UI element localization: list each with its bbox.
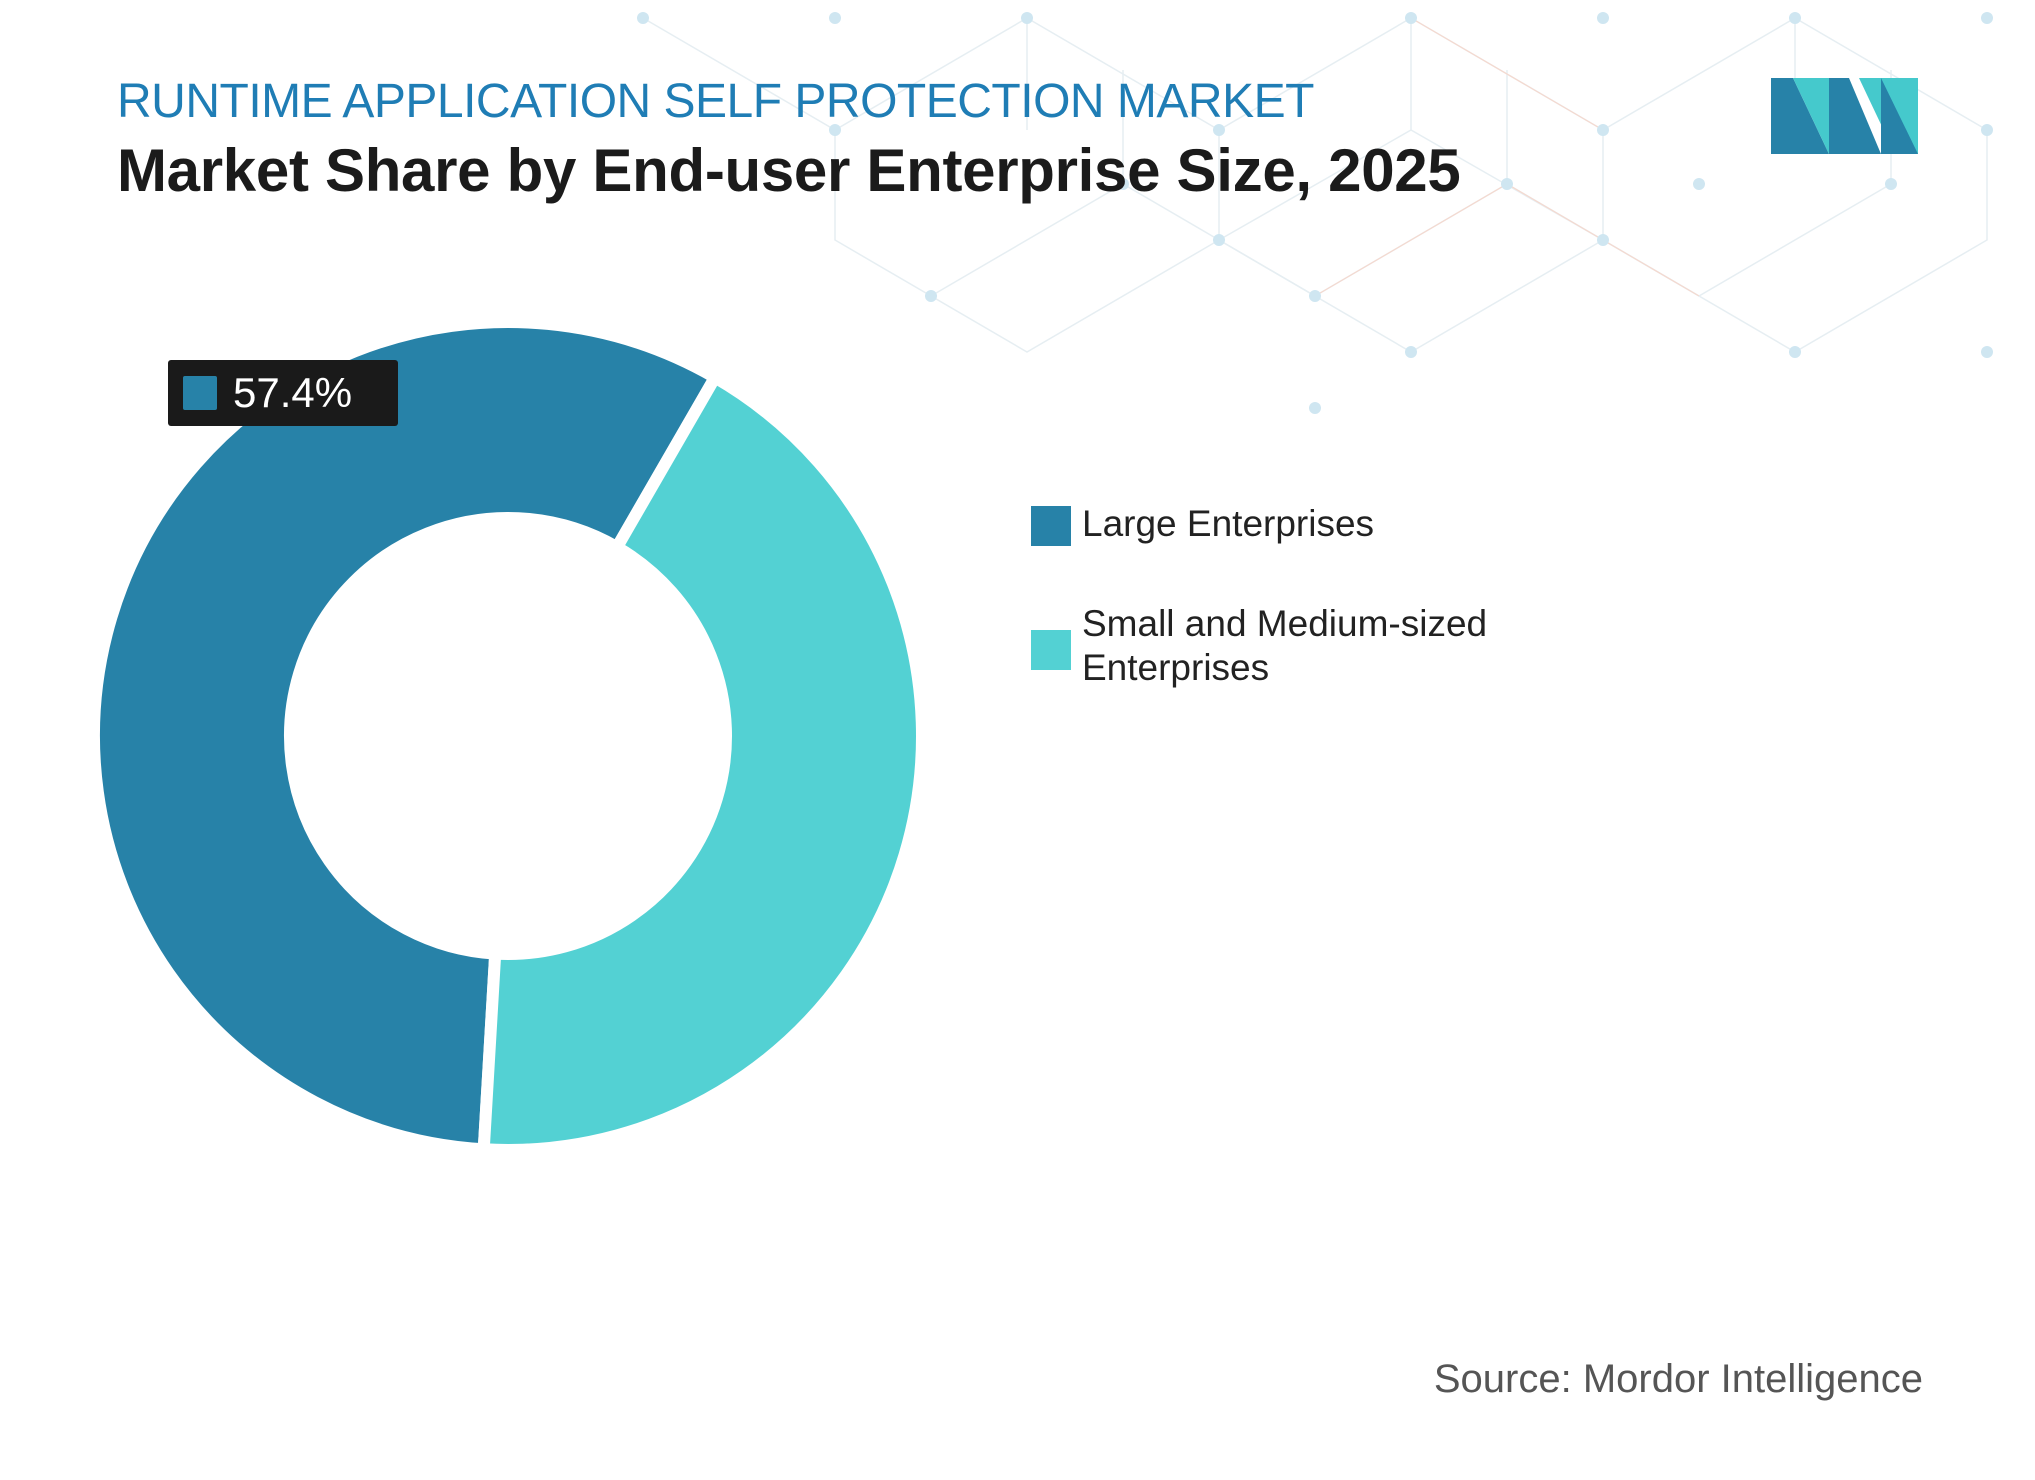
value-label-badge: 57.4% — [168, 360, 398, 426]
source-note: Source: Mordor Intelligence — [1433, 1357, 1923, 1401]
mordor-intelligence-logo-icon — [1771, 78, 1918, 154]
donut-slice-smes[interactable] — [477, 369, 928, 1156]
legend-label-large-enterprises: Large Enterprises — [1082, 503, 1375, 544]
donut-slice-large-enterprises[interactable] — [88, 316, 724, 1156]
legend-item-large-enterprises[interactable]: Large Enterprises — [1031, 498, 1671, 578]
chart-title: Market Share by End-user Enterprise Size… — [117, 137, 1461, 204]
chart-legend: Large Enterprises Small and Medium-sized… — [1031, 498, 1671, 688]
data-label-large-enterprises: 57.4% — [233, 369, 353, 416]
legend-swatch-smes — [1031, 630, 1071, 670]
badge-swatch — [183, 376, 217, 410]
background-network-pattern — [637, 12, 1993, 414]
legend-label-smes: Small and Medium-sized Enterprises — [1082, 603, 1488, 688]
legend-swatch-large-enterprises — [1031, 506, 1071, 546]
report-supertitle: RUNTIME APPLICATION SELF PROTECTION MARK… — [117, 75, 1314, 128]
